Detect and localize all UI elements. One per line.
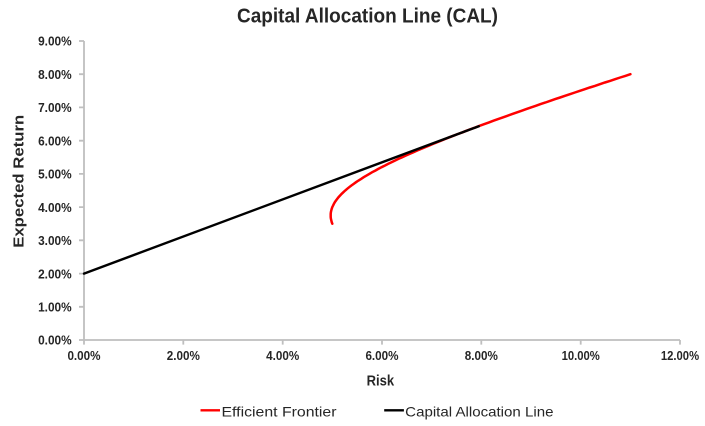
svg-text:0.00%: 0.00% — [67, 348, 100, 363]
svg-text:1.00%: 1.00% — [38, 300, 72, 315]
svg-text:Capital Allocation Line: Capital Allocation Line — [405, 403, 554, 419]
svg-text:Expected Return: Expected Return — [10, 115, 27, 248]
svg-text:7.00%: 7.00% — [38, 100, 72, 115]
svg-text:Efficient Frontier: Efficient Frontier — [222, 403, 337, 419]
svg-text:10.00%: 10.00% — [562, 348, 601, 363]
svg-text:0.00%: 0.00% — [38, 333, 72, 348]
svg-text:8.00%: 8.00% — [465, 348, 498, 363]
svg-text:2.00%: 2.00% — [38, 266, 72, 281]
svg-text:6.00%: 6.00% — [365, 348, 398, 363]
svg-text:8.00%: 8.00% — [38, 67, 72, 82]
svg-text:9.00%: 9.00% — [38, 34, 72, 49]
svg-text:3.00%: 3.00% — [38, 233, 72, 248]
svg-text:4.00%: 4.00% — [38, 200, 72, 215]
svg-text:4.00%: 4.00% — [266, 348, 299, 363]
svg-text:Risk: Risk — [367, 374, 395, 390]
svg-text:6.00%: 6.00% — [38, 133, 72, 148]
svg-text:5.00%: 5.00% — [38, 167, 72, 182]
svg-text:12.00%: 12.00% — [661, 348, 700, 363]
svg-text:Capital Allocation Line (CAL): Capital Allocation Line (CAL) — [237, 6, 498, 28]
svg-text:2.00%: 2.00% — [167, 348, 200, 363]
